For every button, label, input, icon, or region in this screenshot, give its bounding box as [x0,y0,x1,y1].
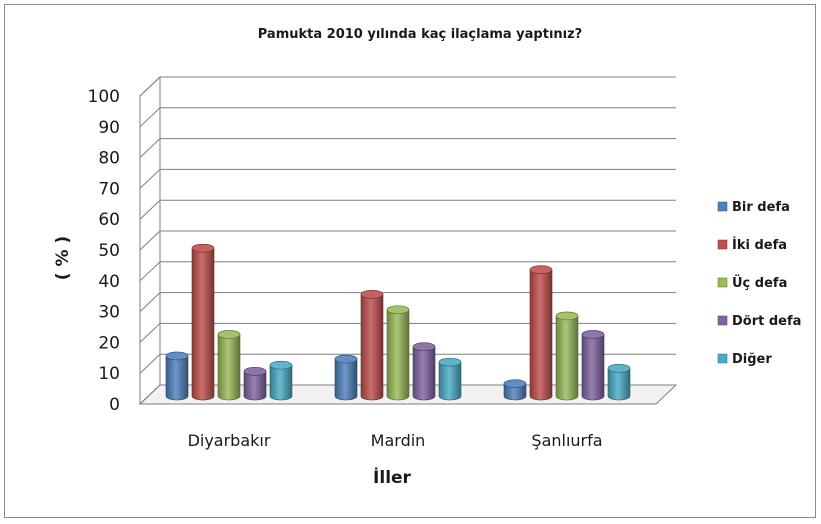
chart-frame [4,4,816,518]
y-tick-label: 0 [109,395,120,415]
gridline [139,168,676,189]
x-axis-categories: Diyarbakır Mardin Şanlıurfa [188,431,603,450]
bar-Üç defa-Mardin [386,305,410,401]
bar-Bir defa-Şanlıurfa [503,379,527,401]
legend-label: Dört defa [732,314,801,329]
gridline [139,230,676,251]
gridline [139,292,676,312]
x-axis-title: İller [373,466,412,488]
bar-İki defa-Diyarbakır [191,243,215,401]
legend-swatch [717,239,728,250]
legend: Bir defa İki defa Üç defa Dört defa Diğer [717,200,801,367]
legend-swatch [717,277,728,288]
gridline [139,138,676,158]
bar-Diğer-Şanlıurfa [607,363,631,401]
bars [165,243,631,401]
gridline [139,199,676,220]
gridline [139,76,676,97]
bar-Üç defa-Diyarbakır [217,330,241,401]
legend-label: Bir defa [732,200,790,215]
bar-Dört defa-Mardin [412,342,436,401]
legend-swatch [717,201,728,212]
bar-Dört defa-Şanlıurfa [581,330,605,401]
y-tick-label: 100 [88,87,120,107]
bar-İki defa-Şanlıurfa [529,265,553,401]
bar-Bir defa-Mardin [334,354,358,401]
gridline [139,261,676,282]
y-tick-label: 10 [98,364,120,384]
chart-title: Pamukta 2010 yılında kaç ilaçlama yaptın… [258,27,582,42]
y-tick-label: 70 [98,179,120,199]
y-tick-label: 90 [98,118,120,138]
bar-Diğer-Diyarbakır [269,360,293,401]
bar-İki defa-Mardin [360,290,384,401]
y-tick-label: 80 [98,149,120,169]
x-category-label: Şanlıurfa [531,431,602,450]
y-tick-label: 60 [98,210,120,230]
bar-Diğer-Mardin [438,357,462,401]
legend-swatch [717,353,728,364]
legend-label: Üç defa [732,275,787,291]
bar-Bir defa-Diyarbakır [165,351,189,401]
gridline [139,353,676,374]
y-axis-ticks: 0 10 20 30 40 50 60 70 80 90 100 [88,87,120,415]
legend-label: Diğer [732,352,772,367]
y-tick-label: 40 [98,272,120,292]
gridlines [139,76,676,405]
x-category-label: Diyarbakır [188,431,271,450]
y-tick-label: 50 [98,241,120,261]
y-axis-title: ( % ) [53,236,73,280]
y-tick-label: 20 [98,333,120,353]
legend-swatch [717,315,728,326]
gridline [139,322,676,343]
bar-Dört defa-Diyarbakır [243,367,267,401]
y-tick-label: 30 [98,303,120,323]
x-category-label: Mardin [371,431,426,450]
bar-Üç defa-Şanlıurfa [555,311,579,401]
gridline [139,107,676,128]
legend-label: İki defa [732,237,787,253]
